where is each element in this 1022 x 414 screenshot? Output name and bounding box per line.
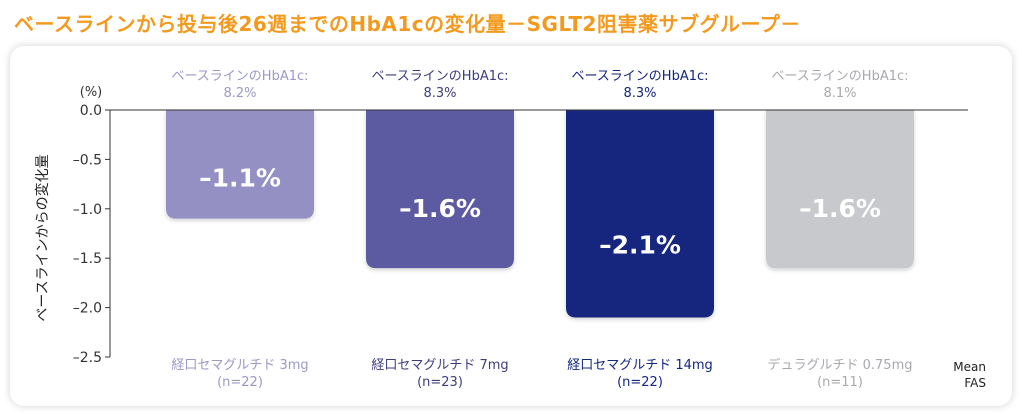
bar-value-label: –1.6% — [399, 194, 481, 223]
y-tick-label: –0.5 — [73, 152, 102, 168]
baseline-label: ベースラインのHbA1c: — [371, 69, 508, 84]
y-tick-label: –2.5 — [73, 350, 102, 366]
bar-value-label: –1.1% — [199, 163, 281, 192]
y-axis-unit: (%) — [80, 85, 103, 100]
bar — [366, 110, 514, 269]
bar-value-label: –2.1% — [599, 231, 681, 260]
y-tick-label: –1.5 — [73, 251, 102, 267]
baseline-label: ベースラインのHbA1c: — [171, 69, 308, 84]
bar — [566, 110, 714, 318]
category-label: 経口セマグルチド 3mg — [171, 358, 308, 373]
baseline-value: 8.3% — [423, 86, 456, 101]
bar — [766, 110, 914, 269]
y-tick-label: –1.0 — [73, 202, 102, 218]
category-n-label: (n=22) — [217, 375, 263, 390]
baseline-value: 8.2% — [223, 86, 256, 101]
category-n-label: (n=22) — [617, 375, 663, 390]
baseline-label: ベースラインのHbA1c: — [771, 69, 908, 84]
category-n-label: (n=11) — [817, 375, 863, 390]
category-label: デュラグルチド 0.75mg — [768, 357, 913, 373]
category-label: 経口セマグルチド 7mg — [371, 358, 508, 373]
bar — [166, 110, 314, 219]
baseline-label: ベースラインのHbA1c: — [571, 69, 708, 84]
footnote-mean: Mean — [953, 360, 986, 374]
page-title: ベースラインから投与後26週までのHbA1cの変化量－SGLT2阻害薬サブグルー… — [14, 12, 801, 36]
category-label: 経口セマグルチド 14mg — [567, 358, 713, 373]
y-tick-label: –2.0 — [73, 301, 102, 317]
bar-value-label: –1.6% — [799, 194, 881, 223]
y-tick-label: 0.0 — [80, 103, 102, 119]
category-n-label: (n=23) — [417, 375, 463, 390]
baseline-value: 8.1% — [823, 86, 856, 101]
y-axis-label: ベースラインからの変化量 — [34, 154, 51, 321]
baseline-value: 8.3% — [623, 86, 656, 101]
footnote-fas: FAS — [964, 376, 986, 390]
